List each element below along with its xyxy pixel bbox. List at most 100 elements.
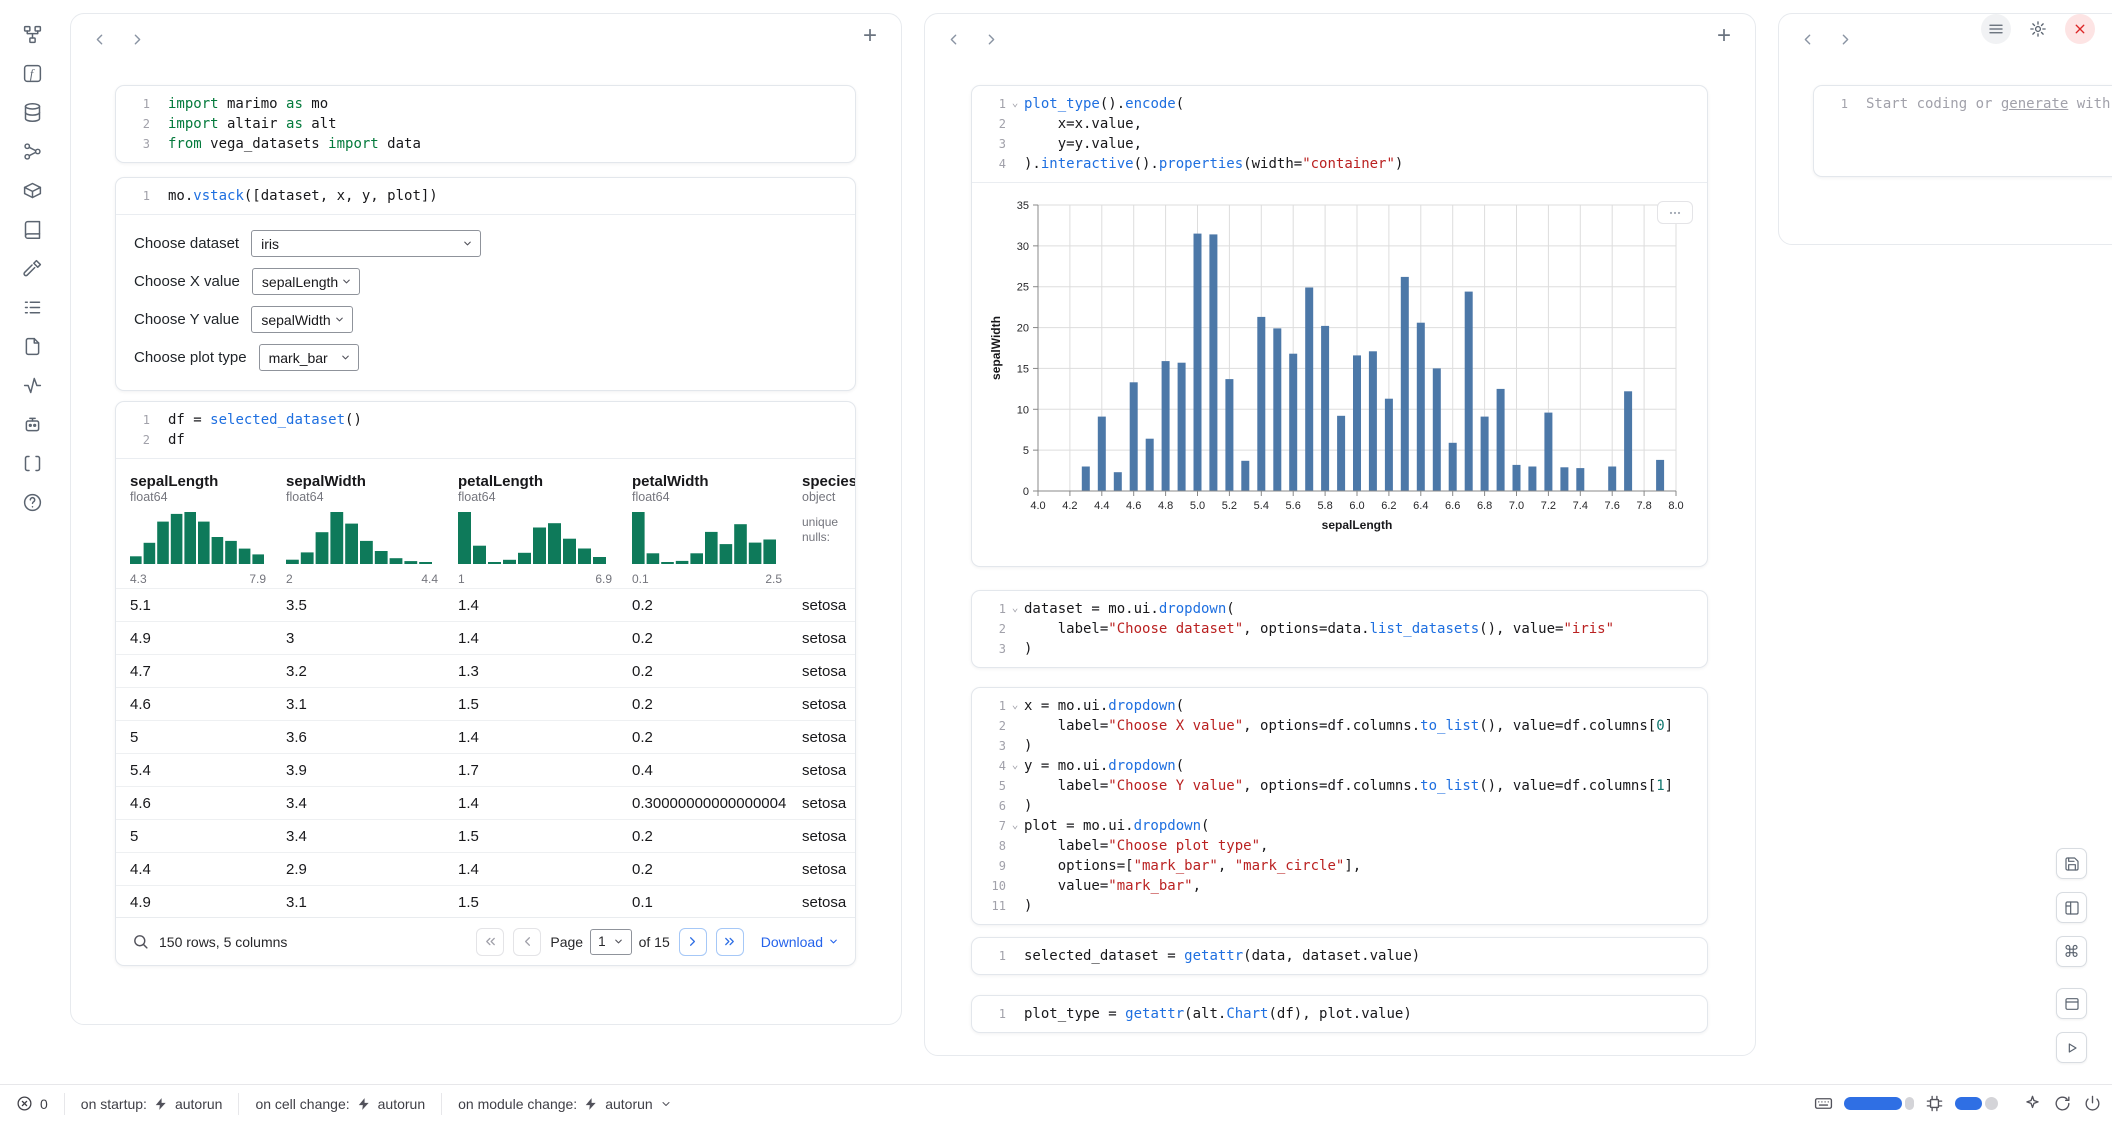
dependencies-icon[interactable] bbox=[20, 139, 44, 163]
generate-with-ai-link[interactable]: generate bbox=[2001, 96, 2068, 112]
prev-page-button[interactable] bbox=[513, 928, 541, 956]
column-move-right-button[interactable] bbox=[979, 27, 1003, 51]
save-button[interactable] bbox=[2056, 848, 2087, 879]
run-all-button[interactable] bbox=[2056, 1032, 2087, 1063]
memory-meter[interactable] bbox=[1955, 1097, 1998, 1110]
fold-marker: ⌄ bbox=[1006, 816, 1024, 836]
keyboard-icon[interactable] bbox=[1814, 1094, 1833, 1113]
table-column-header[interactable]: speciesobject bbox=[794, 465, 855, 507]
cpu-meter[interactable] bbox=[1844, 1097, 1914, 1110]
table-row[interactable]: 4.63.41.40.30000000000000004setosa bbox=[116, 786, 855, 819]
table-row[interactable]: 5.43.91.70.4setosa bbox=[116, 753, 855, 786]
fold-marker bbox=[1006, 134, 1024, 154]
new-code-cell: 1 Start coding or generate with AI bbox=[1813, 85, 2112, 177]
dataset-dropdown[interactable]: iris bbox=[251, 230, 481, 257]
svg-text:4.6: 4.6 bbox=[1126, 500, 1141, 512]
plot-type-dropdown[interactable]: mark_bar bbox=[259, 344, 359, 371]
chat-icon[interactable] bbox=[20, 412, 44, 436]
column-move-left-button[interactable] bbox=[1795, 27, 1819, 51]
table-cell: setosa bbox=[794, 696, 855, 713]
variables-icon[interactable]: f bbox=[20, 61, 44, 85]
line-number: 1 bbox=[976, 1004, 1006, 1024]
table-row[interactable]: 4.73.21.30.2setosa bbox=[116, 654, 855, 687]
code-editor[interactable]: 1import marimo as mo2import altair as al… bbox=[116, 86, 855, 162]
documentation-icon[interactable] bbox=[20, 217, 44, 241]
code-editor[interactable]: 1selected_dataset = getattr(data, datase… bbox=[972, 938, 1707, 974]
table-row[interactable]: 4.931.40.2setosa bbox=[116, 621, 855, 654]
download-button[interactable]: Download bbox=[761, 934, 839, 950]
code-editor[interactable]: 1mo.vstack([dataset, x, y, plot]) bbox=[116, 178, 855, 214]
column-move-right-button[interactable] bbox=[1833, 27, 1857, 51]
file-explorer-icon[interactable] bbox=[20, 22, 44, 46]
runtime-config-item[interactable]: on startup: autorun bbox=[64, 1093, 239, 1115]
keyboard-shortcuts-button[interactable]: ⌘ bbox=[2056, 936, 2087, 967]
code-cell-plot: 1⌄plot_type().encode(2 x=x.value,3 y=y.v… bbox=[971, 85, 1708, 567]
column-move-right-button[interactable] bbox=[125, 27, 149, 51]
packages-icon[interactable] bbox=[20, 178, 44, 202]
code-editor[interactable]: 1df = selected_dataset()2df bbox=[116, 402, 855, 458]
table-column-header[interactable]: sepalLengthfloat64 bbox=[116, 465, 278, 507]
table-cell: 1.4 bbox=[450, 597, 624, 614]
restart-icon[interactable] bbox=[2053, 1094, 2072, 1113]
table-row[interactable]: 4.42.91.40.2setosa bbox=[116, 852, 855, 885]
logs-icon[interactable] bbox=[20, 295, 44, 319]
runtime-config-item[interactable]: on cell change: autorun bbox=[238, 1093, 441, 1115]
runtime-config-item[interactable]: on module change: autorun bbox=[441, 1093, 688, 1115]
table-cell: 0.2 bbox=[624, 828, 794, 845]
fold-marker bbox=[1006, 154, 1024, 174]
x-dropdown[interactable]: sepalLength bbox=[252, 268, 360, 295]
code-cell-xy-dropdowns: 1⌄x = mo.ui.dropdown(2 label="Choose X v… bbox=[971, 687, 1708, 925]
page-total: of 15 bbox=[639, 934, 670, 950]
page-select[interactable]: 1 bbox=[590, 929, 632, 955]
fold-marker bbox=[1006, 796, 1024, 816]
settings-gear-icon[interactable] bbox=[2023, 14, 2053, 44]
table-row[interactable]: 4.93.11.50.1setosa bbox=[116, 885, 855, 918]
app-view-button[interactable] bbox=[2056, 988, 2087, 1019]
table-column-header[interactable]: petalWidthfloat64 bbox=[624, 465, 794, 507]
tracing-icon[interactable] bbox=[20, 373, 44, 397]
y-dropdown[interactable]: sepalWidth bbox=[251, 306, 353, 333]
zap-icon bbox=[357, 1097, 371, 1111]
layout-button[interactable] bbox=[2056, 892, 2087, 923]
code-editor[interactable]: 1⌄plot_type().encode(2 x=x.value,3 y=y.v… bbox=[972, 86, 1707, 182]
svg-text:0: 0 bbox=[1023, 486, 1029, 498]
line-number: 3 bbox=[120, 134, 150, 154]
add-cell-button[interactable]: + bbox=[857, 23, 883, 49]
tools-icon[interactable] bbox=[20, 256, 44, 280]
error-indicator[interactable]: 0 bbox=[0, 1095, 64, 1112]
table-row[interactable]: 5.13.51.40.2setosa bbox=[116, 588, 855, 621]
help-icon[interactable] bbox=[20, 490, 44, 514]
table-row[interactable]: 53.41.50.2setosa bbox=[116, 819, 855, 852]
table-column-header[interactable]: petalLengthfloat64 bbox=[450, 465, 624, 507]
table-cell: 0.1 bbox=[624, 894, 794, 911]
search-icon[interactable] bbox=[132, 933, 149, 950]
table-row[interactable]: 53.61.40.2setosa bbox=[116, 720, 855, 753]
line-number: 8 bbox=[976, 836, 1006, 856]
line-number: 1 bbox=[120, 410, 150, 430]
table-cell: 5 bbox=[116, 729, 278, 746]
ai-sparkle-icon[interactable] bbox=[2023, 1094, 2042, 1113]
code-editor[interactable]: 1 Start coding or generate with AI bbox=[1814, 86, 2112, 122]
shutdown-icon[interactable] bbox=[2083, 1094, 2102, 1113]
close-icon[interactable] bbox=[2065, 14, 2095, 44]
table-column-header[interactable]: sepalWidthfloat64 bbox=[278, 465, 450, 507]
code-editor[interactable]: 1plot_type = getattr(alt.Chart(df), plot… bbox=[972, 996, 1707, 1032]
next-page-button[interactable] bbox=[679, 928, 707, 956]
table-cell: 3.2 bbox=[278, 663, 450, 680]
table-cell: setosa bbox=[794, 762, 855, 779]
code-editor[interactable]: 1⌄dataset = mo.ui.dropdown(2 label="Choo… bbox=[972, 591, 1707, 667]
document-icon[interactable] bbox=[20, 334, 44, 358]
last-page-button[interactable] bbox=[716, 928, 744, 956]
table-row[interactable]: 4.63.11.50.2setosa bbox=[116, 687, 855, 720]
datasources-icon[interactable] bbox=[20, 100, 44, 124]
code-editor[interactable]: 1⌄x = mo.ui.dropdown(2 label="Choose X v… bbox=[972, 688, 1707, 924]
snippets-icon[interactable] bbox=[20, 451, 44, 475]
column-move-left-button[interactable] bbox=[87, 27, 111, 51]
first-page-button[interactable] bbox=[476, 928, 504, 956]
chevron-down-icon bbox=[613, 936, 624, 947]
column-move-left-button[interactable] bbox=[941, 27, 965, 51]
menu-icon[interactable] bbox=[1981, 14, 2011, 44]
chart-options-button[interactable] bbox=[1657, 201, 1693, 224]
table-cell: 3.5 bbox=[278, 597, 450, 614]
add-cell-button[interactable]: + bbox=[1711, 23, 1737, 49]
